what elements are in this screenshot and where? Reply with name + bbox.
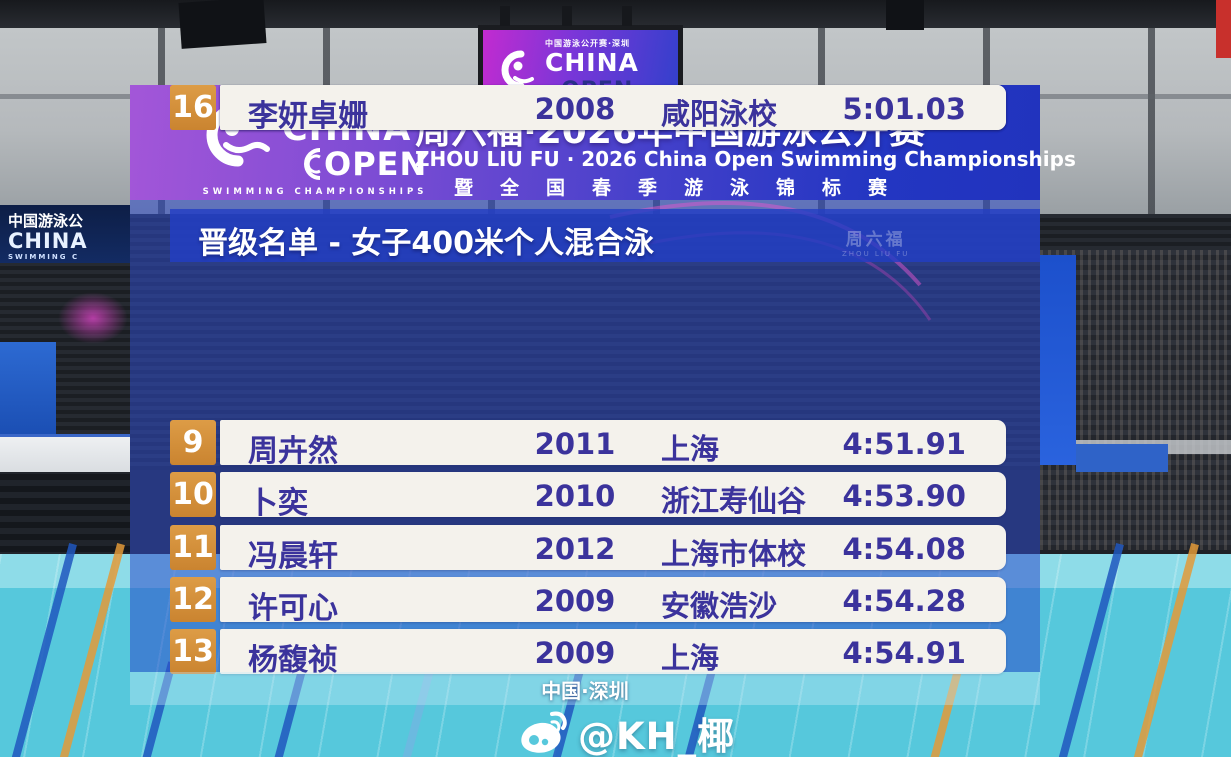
event-subtitle-zh: 暨全国春季游泳锦标赛 bbox=[453, 177, 914, 199]
china-flag bbox=[1216, 0, 1231, 58]
team-name: 安徽浩沙 bbox=[661, 589, 778, 623]
team-name: 上海 bbox=[661, 641, 720, 675]
result-panel: 卜奕 2010 浙江寿仙谷 4:53.90 bbox=[220, 472, 1006, 521]
led-sign-left: 中国游泳公 CHINA SWIMMING C bbox=[0, 205, 130, 263]
screen-brand-line1: CHINA bbox=[545, 48, 639, 77]
event-title-en: ZHOU LIU FU · 2026 China Open Swimming C… bbox=[415, 147, 1076, 171]
brand-watermark: 周六福 ZHOU LIU FU bbox=[842, 225, 909, 258]
weibo-icon bbox=[521, 711, 567, 753]
result-panel: 周卉然 2011 上海 4:51.91 bbox=[220, 420, 1006, 469]
screen-small-text: 中国游泳公开赛·深圳 bbox=[545, 39, 631, 48]
result-row: 10 卜奕 2010 浙江寿仙谷 4:53.90 bbox=[130, 472, 1040, 521]
weibo-handle: @KH_椰 bbox=[578, 715, 736, 757]
led-sign-sub: SWIMMING C bbox=[8, 253, 80, 261]
rank-badge: 16 bbox=[170, 85, 216, 130]
led-sign-zh: 中国游泳公 bbox=[8, 212, 84, 230]
result-panel: 杨馥祯 2009 上海 4:54.91 bbox=[220, 629, 1006, 678]
blue-board-right bbox=[1076, 444, 1168, 472]
overlay-footer-band bbox=[130, 672, 1040, 705]
team-name: 上海 bbox=[661, 432, 720, 466]
team-name: 浙江寿仙谷 bbox=[661, 484, 807, 518]
athlete-name: 卜奕 bbox=[248, 486, 308, 521]
birth-year: 2011 bbox=[534, 427, 616, 461]
result-row: 13 杨馥祯 2009 上海 4:54.91 bbox=[130, 629, 1040, 678]
athlete-name: 周卉然 bbox=[248, 434, 338, 469]
results-overlay: 中国游泳公开赛·深圳 CHINA OPEN SWIMMING CHAMPIONS… bbox=[130, 85, 1076, 705]
result-panel: 冯晨轩 2012 上海市体校 4:54.08 bbox=[220, 525, 1006, 574]
birth-year: 2012 bbox=[534, 532, 616, 566]
result-time: 4:54.08 bbox=[842, 532, 966, 566]
logo-tagline: SWIMMING CHAMPIONSHIPS bbox=[202, 187, 428, 197]
result-row: 12 许可心 2009 安徽浩沙 4:54.28 bbox=[130, 577, 1040, 626]
stage-light-glow bbox=[58, 292, 128, 344]
speaker-box bbox=[178, 0, 267, 49]
rank-badge: 10 bbox=[170, 472, 216, 517]
blue-screen-left bbox=[0, 342, 56, 434]
birth-year: 2008 bbox=[534, 92, 616, 126]
led-sign-en: CHINA bbox=[8, 229, 88, 253]
result-time: 5:01.03 bbox=[842, 92, 966, 126]
footer-location: 中国·深圳 bbox=[541, 679, 629, 703]
athlete-name: 许可心 bbox=[248, 591, 338, 626]
result-panel: 许可心 2009 安徽浩沙 4:54.28 bbox=[220, 577, 1006, 626]
open-arcs-icon bbox=[304, 148, 321, 180]
brand-watermark-en: ZHOU LIU FU bbox=[842, 250, 910, 258]
screen-swimmer-icon bbox=[501, 50, 534, 90]
birth-year: 2009 bbox=[534, 584, 616, 618]
section-title: 晋级名单 - 女子400米个人混合泳 bbox=[198, 226, 654, 261]
rank-badge: 13 bbox=[170, 629, 216, 674]
rank-badge: 11 bbox=[170, 525, 216, 570]
result-time: 4:53.90 bbox=[842, 479, 966, 513]
weibo-watermark: @KH_椰 bbox=[518, 706, 735, 757]
vertical-banner-right bbox=[1040, 255, 1076, 465]
result-row: 11 冯晨轩 2012 上海市体校 4:54.08 bbox=[130, 525, 1040, 574]
result-time: 4:54.91 bbox=[842, 636, 966, 670]
team-name: 咸阳泳校 bbox=[661, 97, 778, 131]
birth-year: 2009 bbox=[534, 636, 616, 670]
logo-line2: OPEN bbox=[324, 145, 428, 183]
team-name: 上海市体校 bbox=[661, 537, 807, 571]
section-bar: 晋级名单 - 女子400米个人混合泳 周六福 ZHOU LIU FU bbox=[170, 209, 1040, 262]
screen-mount bbox=[500, 6, 510, 26]
athlete-name: 冯晨轩 bbox=[248, 539, 338, 574]
screen-mount bbox=[622, 6, 632, 26]
result-row: 9 周卉然 2011 上海 4:51.91 bbox=[130, 420, 1040, 469]
seats-left bbox=[0, 472, 130, 564]
athlete-name: 李妍卓姗 bbox=[248, 99, 368, 134]
brand-watermark-zh: 周六福 bbox=[845, 230, 906, 250]
result-time: 4:54.28 bbox=[842, 584, 966, 618]
result-panel: 李妍卓姗 2008 咸阳泳校 5:01.03 bbox=[220, 85, 1006, 134]
screen-mount bbox=[562, 6, 572, 26]
rank-badge: 12 bbox=[170, 577, 216, 622]
speaker-box bbox=[886, 0, 924, 30]
result-time: 4:51.91 bbox=[842, 427, 966, 461]
rank-badge: 9 bbox=[170, 420, 216, 465]
birth-year: 2010 bbox=[534, 479, 616, 513]
athlete-name: 杨馥祯 bbox=[248, 643, 338, 678]
result-row: 16 李妍卓姗 2008 咸阳泳校 5:01.03 bbox=[130, 85, 1040, 134]
